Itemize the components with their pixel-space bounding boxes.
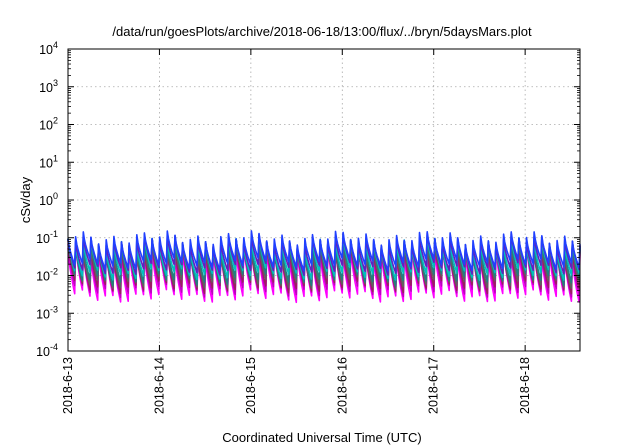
y-tick-label: 103 xyxy=(39,78,58,95)
series-layer xyxy=(67,230,581,304)
y-tick-base: 10 xyxy=(39,119,53,133)
y-tick-exponent: -3 xyxy=(50,304,58,314)
y-tick-exponent: 3 xyxy=(53,78,58,88)
y-tick-base: 10 xyxy=(36,307,50,321)
y-tick-base: 10 xyxy=(36,270,50,284)
y-tick-base: 10 xyxy=(39,43,53,57)
y-tick-label: 102 xyxy=(39,116,58,133)
y-tick-label: 10-1 xyxy=(36,229,58,246)
series-line xyxy=(67,230,581,272)
y-tick-exponent: 1 xyxy=(53,153,58,163)
series-line xyxy=(67,242,581,304)
y-tick-exponent: 2 xyxy=(53,116,58,126)
y-tick-exponent: -1 xyxy=(50,229,58,239)
x-ticks: 2018-6-13 2018-6-14 2018-6-15 2018-6-16 2018… xyxy=(61,49,532,414)
y-axis-label: cSv/day xyxy=(18,176,33,223)
x-tick-label: 2018-6-17 xyxy=(427,357,441,414)
y-tick-label: 104 xyxy=(39,40,58,57)
y-tick-label: 10-3 xyxy=(36,304,58,321)
y-tick-base: 10 xyxy=(39,194,53,208)
y-tick-exponent: 4 xyxy=(53,40,58,50)
y-tick-label: 10-2 xyxy=(36,267,58,284)
y-tick-label: 10-4 xyxy=(36,342,58,359)
y-tick-label: 101 xyxy=(39,153,58,170)
y-tick-label: 100 xyxy=(39,191,58,208)
y-tick-exponent: -2 xyxy=(50,267,58,277)
y-tick-exponent: 0 xyxy=(53,191,58,201)
x-tick-label: 2018-6-14 xyxy=(152,357,166,414)
y-tick-exponent: -4 xyxy=(50,342,58,352)
y-tick-base: 10 xyxy=(36,232,50,246)
y-tick-base: 10 xyxy=(36,345,50,359)
chart-title: /data/run/goesPlots/archive/2018-06-18/1… xyxy=(112,24,532,39)
x-axis-label: Coordinated Universal Time (UTC) xyxy=(222,430,421,445)
x-tick-label: 2018-6-15 xyxy=(244,357,258,414)
x-tick-label: 2018-6-18 xyxy=(518,357,532,414)
x-tick-label: 2018-6-13 xyxy=(61,357,75,414)
grid xyxy=(68,49,580,351)
y-tick-base: 10 xyxy=(39,81,53,95)
x-tick-label: 2018-6-16 xyxy=(335,357,349,414)
y-tick-base: 10 xyxy=(39,156,53,170)
